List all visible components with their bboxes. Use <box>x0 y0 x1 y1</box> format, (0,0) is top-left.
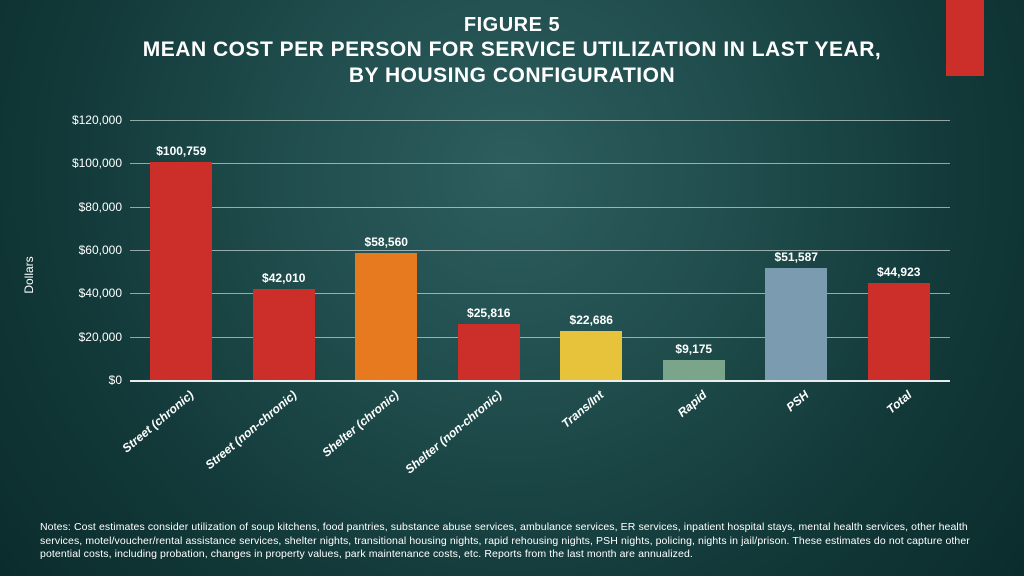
bar-value-label: $44,923 <box>877 265 920 279</box>
figure-label: FIGURE 5 <box>0 14 1024 37</box>
plot-region: $0$20,000$40,000$60,000$80,000$100,000$1… <box>130 120 950 380</box>
footnote: Notes: Cost estimates consider utilizati… <box>40 521 984 562</box>
bar-value-label: $51,587 <box>775 250 818 264</box>
y-tick-label: $40,000 <box>79 286 130 300</box>
bar-value-label: $100,759 <box>156 144 206 158</box>
bar-value-label: $58,560 <box>365 235 408 249</box>
bar-slot: $44,923Total <box>868 120 930 380</box>
y-tick-label: $120,000 <box>72 113 130 127</box>
bar-slot: $25,816Shelter (non-chronic) <box>458 120 520 380</box>
bar-slot: $51,587PSH <box>765 120 827 380</box>
bar-slot: $100,759Street (chronic) <box>150 120 212 380</box>
y-tick-label: $0 <box>109 373 130 387</box>
figure-title-line2: BY HOUSING CONFIGURATION <box>0 63 1024 89</box>
title-block: FIGURE 5 MEAN COST PER PERSON FOR SERVIC… <box>0 14 1024 90</box>
bar-slot: $58,560Shelter (chronic) <box>355 120 417 380</box>
bar-value-label: $22,686 <box>570 313 613 327</box>
bar-slot: $9,175Rapid <box>663 120 725 380</box>
figure-title-line1: MEAN COST PER PERSON FOR SERVICE UTILIZA… <box>0 37 1024 63</box>
bar <box>765 268 827 380</box>
y-tick-label: $60,000 <box>79 243 130 257</box>
bar-slot: $22,686Trans/Int <box>560 120 622 380</box>
chart-area: Dollars $0$20,000$40,000$60,000$80,000$1… <box>70 120 970 430</box>
y-tick-label: $20,000 <box>79 330 130 344</box>
y-axis-label: Dollars <box>22 238 36 275</box>
y-tick-label: $80,000 <box>79 200 130 214</box>
bar-value-label: $25,816 <box>467 306 510 320</box>
bar-value-label: $9,175 <box>675 342 712 356</box>
bar <box>150 162 212 380</box>
bar-value-label: $42,010 <box>262 271 305 285</box>
y-tick-label: $100,000 <box>72 156 130 170</box>
bar-slot: $42,010Street (non-chronic) <box>253 120 315 380</box>
